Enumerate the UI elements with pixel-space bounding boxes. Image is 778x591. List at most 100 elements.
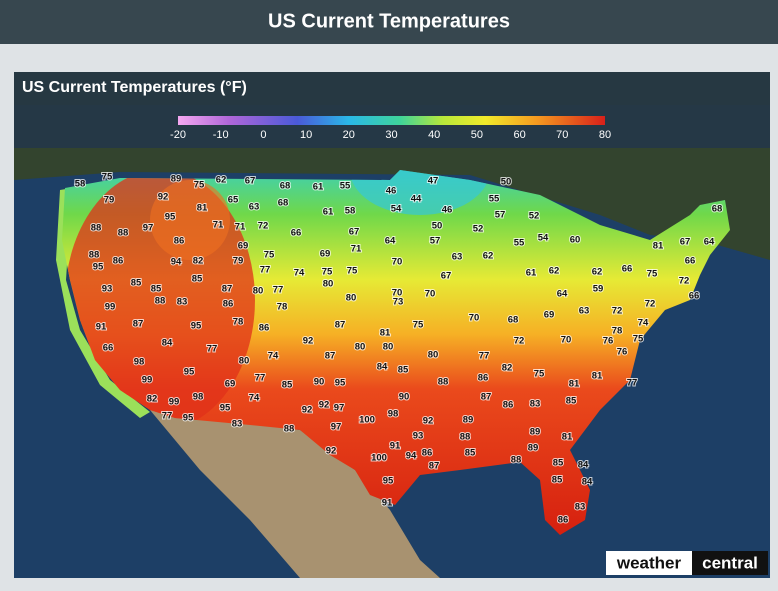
temperature-label: 88 bbox=[89, 250, 100, 261]
temperature-label: 55 bbox=[340, 181, 351, 192]
temperature-label: 59 bbox=[593, 284, 604, 295]
temperature-label: 54 bbox=[391, 204, 402, 215]
temperature-label: 85 bbox=[151, 284, 162, 295]
temperature-label: 50 bbox=[501, 177, 512, 188]
temperature-label: 75 bbox=[102, 172, 113, 183]
canada bbox=[14, 148, 770, 260]
scale-tick-label: 50 bbox=[471, 129, 483, 141]
temperature-label: 100 bbox=[371, 453, 387, 464]
temperature-label: 55 bbox=[489, 194, 500, 205]
temperature-label: 80 bbox=[323, 279, 334, 290]
temperature-label: 74 bbox=[249, 393, 260, 404]
scale-tick-label: 20 bbox=[343, 129, 355, 141]
temperature-label: 85 bbox=[552, 475, 563, 486]
temperature-label: 71 bbox=[235, 222, 246, 233]
temperature-label: 66 bbox=[689, 291, 700, 302]
temperature-label: 46 bbox=[386, 186, 397, 197]
temperature-label: 88 bbox=[155, 296, 166, 307]
temperature-label: 91 bbox=[96, 322, 107, 333]
temperature-label: 97 bbox=[331, 422, 342, 433]
temperature-label: 70 bbox=[469, 313, 480, 324]
logo-right-box bbox=[692, 551, 768, 575]
temperature-label: 70 bbox=[392, 288, 403, 299]
temperature-label: 86 bbox=[259, 323, 270, 334]
temperature-label: 83 bbox=[177, 297, 188, 308]
color-scale bbox=[178, 116, 605, 125]
temperature-label: 74 bbox=[638, 318, 649, 329]
temperature-label: 88 bbox=[460, 432, 471, 443]
temperature-label: 72 bbox=[645, 299, 656, 310]
temperature-label: 98 bbox=[193, 392, 204, 403]
temperature-label: 97 bbox=[334, 403, 345, 414]
temperature-label: 67 bbox=[349, 227, 360, 238]
temperature-label: 87 bbox=[325, 351, 336, 362]
temperature-label: 77 bbox=[255, 373, 266, 384]
temperature-label: 81 bbox=[569, 379, 580, 390]
temperature-label: 68 bbox=[712, 204, 723, 215]
temperature-label: 68 bbox=[280, 181, 291, 192]
temperature-label: 73 bbox=[393, 297, 404, 308]
temperature-label: 67 bbox=[680, 237, 691, 248]
temperature-label: 99 bbox=[142, 375, 153, 386]
temperature-label: 65 bbox=[228, 195, 239, 206]
panel-title: US Current Temperatures (°F) bbox=[22, 79, 247, 96]
temperature-label: 68 bbox=[508, 315, 519, 326]
temperature-label: 75 bbox=[633, 334, 644, 345]
temperature-label: 92 bbox=[158, 192, 169, 203]
temperature-label: 87 bbox=[481, 392, 492, 403]
temperature-label: 62 bbox=[592, 267, 603, 278]
temperature-label: 82 bbox=[502, 363, 513, 374]
temperature-label: 72 bbox=[679, 276, 690, 287]
temperature-label: 86 bbox=[478, 373, 489, 384]
temperature-label: 58 bbox=[75, 179, 86, 190]
header-title: US Current Temperatures bbox=[268, 10, 510, 32]
temperature-label: 72 bbox=[612, 306, 623, 317]
temperature-label: 69 bbox=[320, 249, 331, 260]
temperature-label: 83 bbox=[232, 419, 243, 430]
temperature-label: 57 bbox=[430, 236, 441, 247]
temperature-label: 84 bbox=[582, 477, 593, 488]
temperature-label: 92 bbox=[326, 446, 337, 457]
temperature-label: 95 bbox=[383, 476, 394, 487]
temperature-label: 88 bbox=[284, 424, 295, 435]
temperature-label: 89 bbox=[463, 415, 474, 426]
temperature-label: 44 bbox=[411, 194, 422, 205]
temperature-label: 77 bbox=[260, 265, 271, 276]
temperature-label: 47 bbox=[428, 176, 439, 187]
temperature-label: 95 bbox=[335, 378, 346, 389]
temperature-label: 94 bbox=[406, 451, 417, 462]
temperature-label: 93 bbox=[102, 284, 113, 295]
temperature-label: 88 bbox=[511, 455, 522, 466]
temperature-label: 85 bbox=[398, 365, 409, 376]
temperature-label: 80 bbox=[253, 286, 264, 297]
temperature-label: 77 bbox=[162, 411, 173, 422]
temperature-label: 81 bbox=[197, 203, 208, 214]
panel-header bbox=[14, 72, 770, 105]
temperature-label: 77 bbox=[273, 285, 284, 296]
temperature-label: 77 bbox=[627, 378, 638, 389]
temperature-label: 92 bbox=[302, 405, 313, 416]
temperature-labels: 58 75 89 75 62 67 68 61 55 46 47 50 79 92 65 63 68 44 55 81… bbox=[74, 171, 724, 527]
temperature-label: 76 bbox=[617, 347, 628, 358]
temperature-label: 88 bbox=[118, 228, 129, 239]
scale-tick-label: 80 bbox=[599, 129, 611, 141]
temperature-label: 80 bbox=[239, 356, 250, 367]
temperature-label: 88 bbox=[91, 223, 102, 234]
temperature-label: 85 bbox=[282, 380, 293, 391]
temperature-label: 63 bbox=[579, 306, 590, 317]
temperature-label: 89 bbox=[528, 443, 539, 454]
temperature-label: 71 bbox=[213, 220, 224, 231]
temperature-label: 95 bbox=[165, 212, 176, 223]
temperature-label: 50 bbox=[432, 221, 443, 232]
temperature-label: 55 bbox=[514, 238, 525, 249]
temperature-label: 60 bbox=[570, 235, 581, 246]
temperature-label: 80 bbox=[355, 342, 366, 353]
temperature-label: 77 bbox=[207, 344, 218, 355]
scale-tick-label: 10 bbox=[300, 129, 312, 141]
temperature-label: 85 bbox=[192, 274, 203, 285]
logo-right: central bbox=[702, 553, 758, 572]
temperature-label: 62 bbox=[549, 266, 560, 277]
temperature-label: 80 bbox=[383, 342, 394, 353]
temperature-label: 99 bbox=[105, 302, 116, 313]
temperature-label: 81 bbox=[380, 328, 391, 339]
